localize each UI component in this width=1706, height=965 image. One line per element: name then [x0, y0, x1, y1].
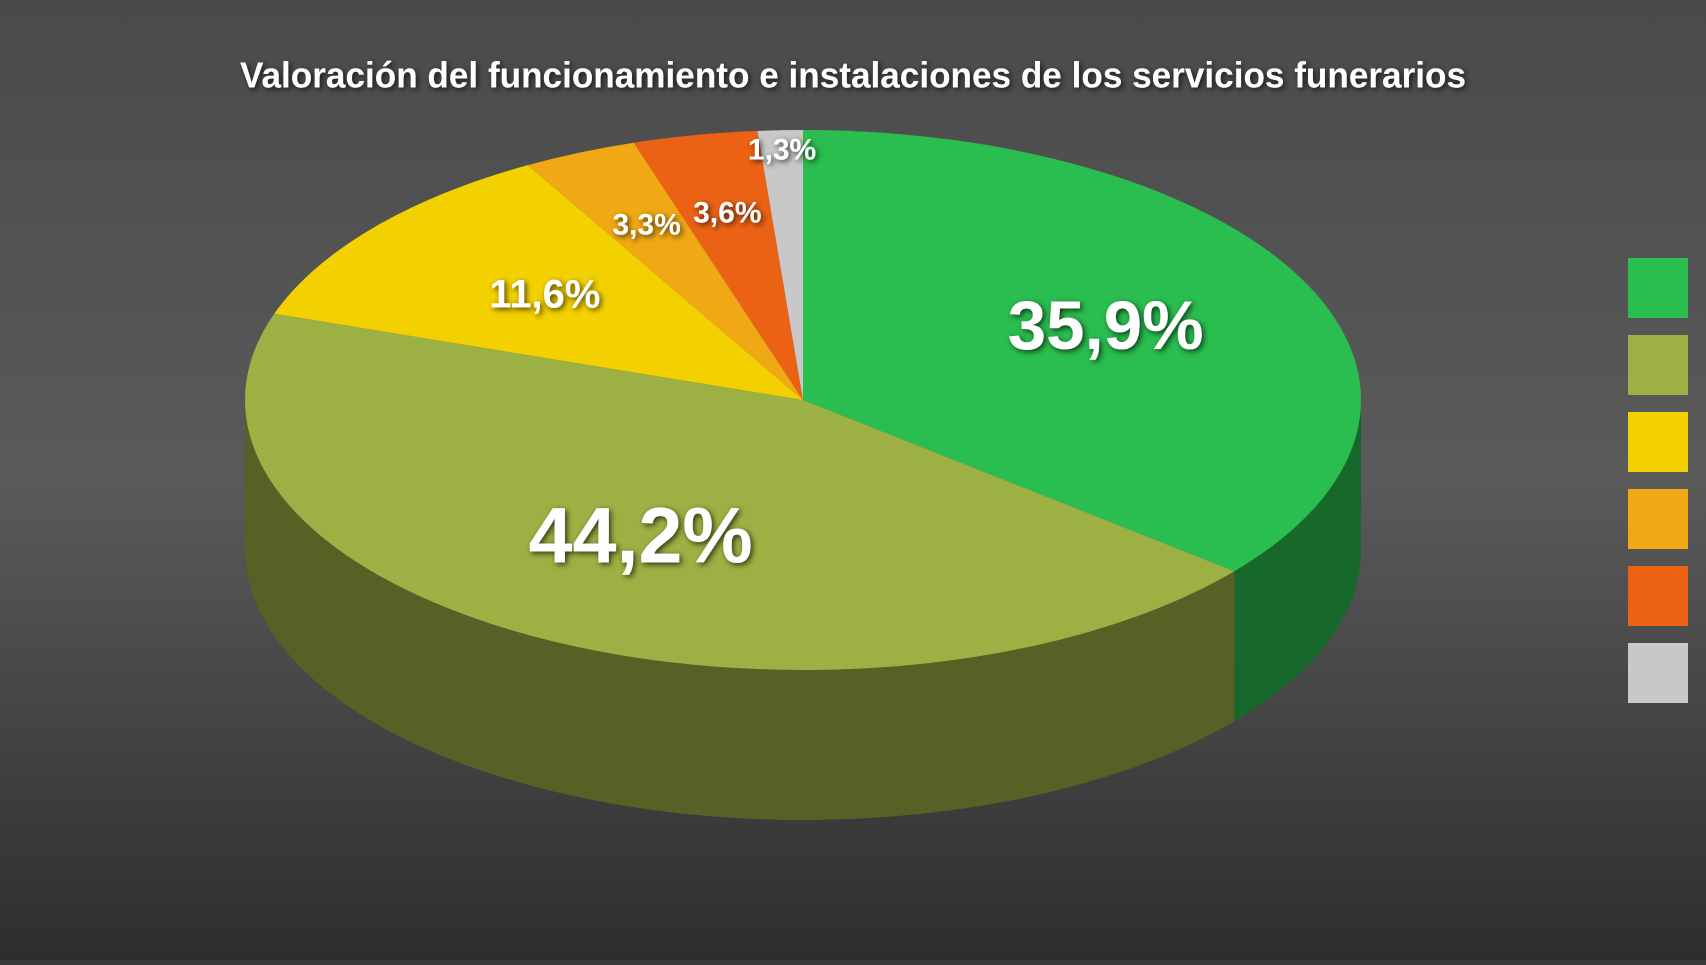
pie-slice	[803, 130, 1361, 572]
value-label: 3,3%	[612, 209, 680, 242]
pie-slice	[274, 165, 804, 400]
legend-swatch	[1628, 335, 1688, 395]
value-label: 1,3%	[748, 134, 816, 167]
value-label: 3,6%	[693, 197, 761, 230]
legend-swatch	[1628, 643, 1688, 703]
legend-swatch	[1628, 489, 1688, 549]
pie-side	[1234, 400, 1361, 722]
value-label: 44,2%	[529, 491, 753, 580]
legend-swatch	[1628, 258, 1688, 318]
pie-slice	[757, 130, 803, 400]
legend-swatch	[1628, 566, 1688, 626]
pie-slice	[527, 142, 803, 400]
value-label: 35,9%	[1008, 286, 1204, 364]
value-label: 11,6%	[489, 272, 600, 316]
pie-side	[245, 400, 1235, 820]
pie-slice	[633, 130, 803, 400]
pie-slice	[244, 313, 1235, 671]
chart-title: Valoración del funcionamiento e instalac…	[240, 55, 1466, 96]
legend-swatch	[1628, 412, 1688, 472]
